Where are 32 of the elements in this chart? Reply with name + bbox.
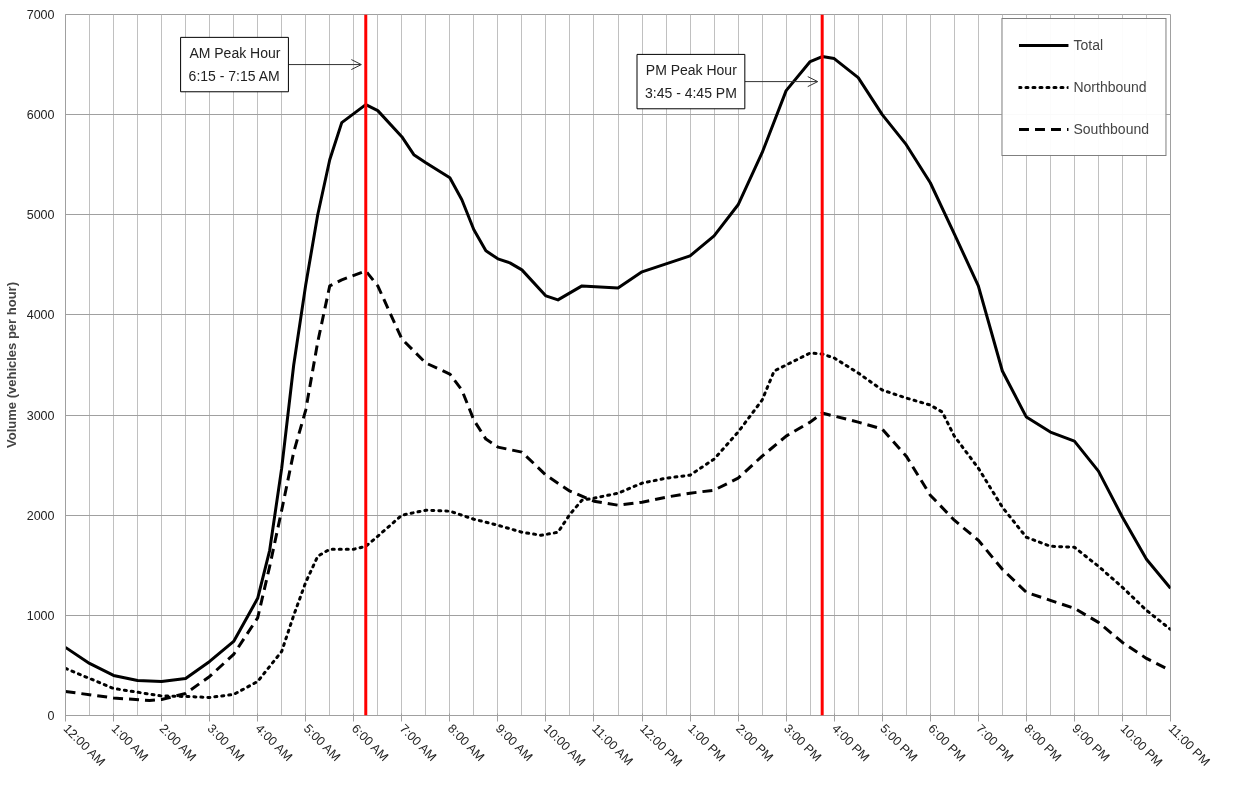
x-tick-label: 9:00 AM <box>492 721 536 764</box>
x-tick-label: 3:00 AM <box>204 721 248 764</box>
x-tick-label: 7:00 AM <box>396 721 440 764</box>
y-tick-label: 2000 <box>26 508 55 523</box>
x-tick-label: 2:00 PM <box>733 721 776 765</box>
y-tick-label: 7000 <box>26 8 55 22</box>
legend-label: Southbound <box>1073 121 1149 137</box>
y-tick-label: 0 <box>47 709 55 723</box>
x-tick-label: 5:00 AM <box>300 721 344 764</box>
annotation: PM Peak Hour 3:45 - 4:45 PM <box>645 62 738 101</box>
annotation: AM Peak Hour 6:15 - 7:15 AM <box>188 45 281 84</box>
x-tick-label: 6:00 PM <box>925 721 969 765</box>
y-axis-title: Volume (vehicles per hour) <box>3 282 19 448</box>
x-tick-label: 3:00 PM <box>781 721 825 765</box>
x-tick-label: 4:00 AM <box>252 721 296 764</box>
x-tick-label: 6:00 AM <box>348 721 392 764</box>
x-tick-label: 7:00 PM <box>973 721 1017 765</box>
x-tick-label: 1:00 PM <box>685 721 728 765</box>
x-tick-label: 5:00 PM <box>877 721 921 765</box>
x-tick-label: 9:00 PM <box>1069 721 1113 765</box>
x-tick-label: 8:00 PM <box>1021 721 1065 765</box>
x-tick-label: 8:00 AM <box>444 721 488 764</box>
x-tick-label: 2:00 AM <box>156 721 199 764</box>
x-tick-label: 1:00 AM <box>108 721 151 764</box>
legend-label: Total <box>1073 37 1104 53</box>
y-tick-label: 5000 <box>26 208 55 223</box>
y-tick-label: 1000 <box>26 608 55 623</box>
legend-label: Northbound <box>1073 79 1147 95</box>
y-tick-label: 4000 <box>26 308 55 323</box>
y-tick-label: 6000 <box>26 108 55 123</box>
x-tick-label: 4:00 PM <box>829 721 873 765</box>
y-tick-label: 3000 <box>26 408 55 423</box>
